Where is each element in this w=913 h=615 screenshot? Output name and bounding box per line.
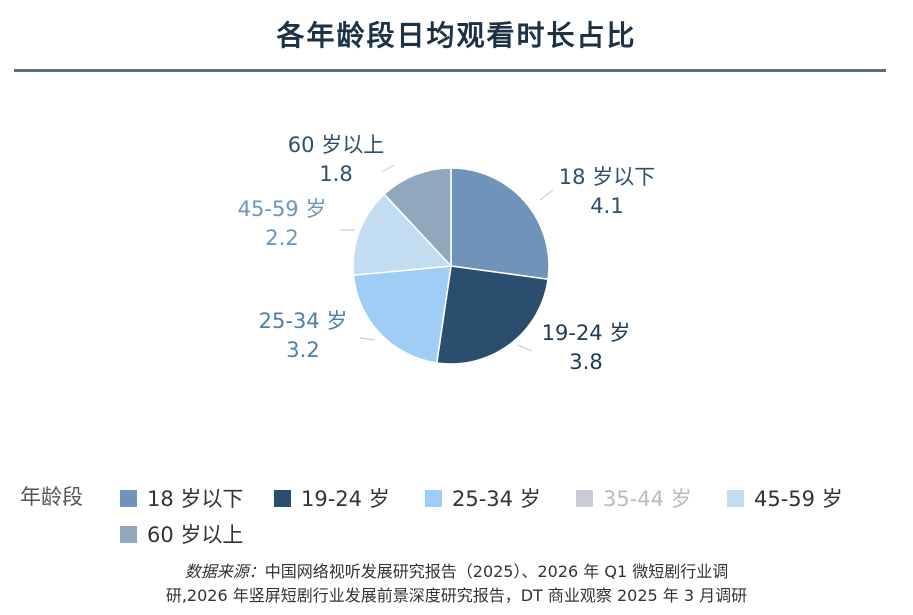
legend-label: 60 岁以上 (147, 523, 244, 547)
legend-label: 19-24 岁 (301, 487, 390, 511)
legend-item[interactable]: 60 岁以上 (120, 519, 243, 549)
pie-labels: 18 岁以下 4.1 19-24 岁 3.8 25-34 岁 3.2 45-59 岁 2.2 6… (238, 133, 656, 374)
pie-slice (352, 265, 452, 364)
slice-value-label: 3.2 (286, 338, 319, 362)
legend-swatch (425, 489, 442, 507)
source-line-1: 中国网络视听发展研究报告（2025）、2026 年 Q1 微短剧行业调 (264, 562, 729, 581)
legend-swatch (120, 525, 137, 543)
slice-name-label: 25-34 岁 (259, 309, 348, 333)
legend-label: 18 岁以下 (147, 487, 244, 511)
legend-item[interactable]: 35-44 岁 (576, 483, 692, 513)
legend-swatch (120, 489, 137, 507)
source-line-2: 研,2026 年竖屏短剧行业发展前景深度研究报告，DT 商业观察 2025 年 … (165, 586, 748, 605)
legend-item[interactable]: 19-24 岁 (274, 483, 390, 513)
legend-label: 45-59 岁 (754, 487, 843, 511)
slice-value-label: 2.2 (265, 226, 298, 250)
leader-line (359, 337, 376, 341)
legend-item[interactable]: 18 岁以下 (120, 483, 243, 513)
pie-slice (450, 167, 550, 281)
pie-slice (435, 265, 549, 365)
legend-label: 35-44 岁 (603, 487, 692, 511)
legend-label: 25-34 岁 (452, 487, 541, 511)
legend-swatch (274, 489, 291, 507)
source-label: 数据来源： (184, 562, 265, 581)
pie-slice (383, 167, 452, 268)
slice-name-label: 60 岁以上 (288, 133, 384, 157)
leader-line (381, 164, 395, 173)
legend-title: 年龄段 (20, 485, 83, 509)
slice-name-label: 19-24 岁 (542, 321, 631, 345)
source-note: 数据来源：中国网络视听发展研究报告（2025）、2026 年 Q1 微短剧行业调… (0, 560, 913, 608)
title-divider (14, 69, 886, 72)
legend-item[interactable]: 25-34 岁 (425, 483, 541, 513)
chart-title: 各年龄段日均观看时长占比 (276, 19, 637, 52)
legend-swatch (727, 489, 744, 507)
slice-name-label: 18 岁以下 (559, 165, 655, 189)
slice-value-label: 4.1 (590, 194, 623, 218)
slice-value-label: 1.8 (319, 162, 352, 186)
pie-slices (352, 167, 550, 365)
pie-slice (352, 193, 453, 276)
slice-value-label: 3.8 (569, 350, 602, 374)
leader-line (517, 344, 533, 352)
legend-swatch (576, 489, 593, 507)
legend-item[interactable]: 45-59 岁 (727, 483, 843, 513)
slice-name-label: 45-59 岁 (238, 197, 327, 221)
pie-chart: 18 岁以下 4.1 19-24 岁 3.8 25-34 岁 3.2 45-59 岁 2.2 6… (238, 133, 656, 374)
leader-line (539, 189, 554, 201)
